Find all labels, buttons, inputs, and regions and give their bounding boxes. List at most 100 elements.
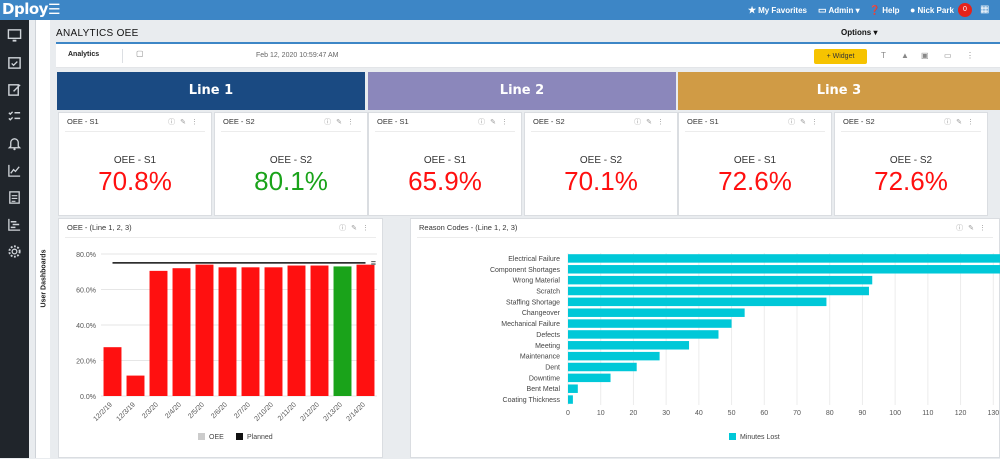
edit-icon[interactable]: ✎ — [800, 119, 811, 126]
card-actions[interactable]: ⓘ✎⋮ — [324, 117, 359, 127]
more-options-icon[interactable]: ⋮ — [657, 119, 669, 126]
oee-bar[interactable] — [264, 267, 283, 396]
edit-icon[interactable]: ✎ — [968, 225, 979, 232]
edit-icon[interactable] — [5, 80, 24, 100]
line-chart-icon[interactable] — [5, 161, 24, 181]
info-icon[interactable]: ⓘ — [324, 119, 337, 126]
x-tick-label: 10 — [597, 410, 605, 417]
gantt-icon[interactable] — [5, 215, 24, 235]
x-tick-label: 130 — [987, 410, 999, 417]
minutes-lost-bar[interactable] — [568, 362, 637, 372]
notification-badge[interactable]: 0 — [958, 3, 972, 17]
image-icon[interactable]: ▣ — [921, 51, 929, 60]
more-options-icon[interactable]: ⋮ — [191, 119, 203, 126]
y-category-label: Defects — [536, 332, 560, 339]
info-icon[interactable]: ⓘ — [944, 119, 957, 126]
more-options-icon[interactable]: ⋮ — [811, 119, 823, 126]
more-options-icon[interactable]: ⋮ — [347, 119, 359, 126]
oee-bar[interactable] — [356, 264, 375, 396]
more-options-icon[interactable]: ⋮ — [966, 51, 974, 60]
card-actions[interactable]: ⓘ✎⋮ — [168, 117, 203, 127]
options-menu[interactable]: Options ▾ — [841, 28, 877, 37]
more-options-icon[interactable]: ⋮ — [967, 119, 979, 126]
oee-bar[interactable] — [172, 268, 191, 396]
minutes-lost-bar[interactable] — [568, 395, 573, 404]
more-options-icon[interactable]: ⋮ — [501, 119, 513, 126]
card-actions[interactable]: ⓘ✎⋮ — [478, 117, 513, 127]
y-tick-label: 60.0% — [76, 288, 96, 295]
display-icon[interactable]: ▭ — [944, 51, 952, 60]
edit-icon[interactable]: ✎ — [351, 225, 362, 232]
calendar-check-icon[interactable] — [5, 53, 24, 73]
edit-icon[interactable]: ✎ — [180, 119, 191, 126]
more-options-icon[interactable]: ⋮ — [979, 225, 991, 232]
info-icon[interactable]: ⓘ — [168, 119, 181, 126]
info-icon[interactable]: ⓘ — [478, 119, 491, 126]
oee-bar[interactable] — [241, 267, 260, 396]
legend-label-oee[interactable]: OEE — [209, 434, 224, 441]
apps-grid-icon[interactable]: ▦ — [980, 4, 990, 15]
minutes-lost-bar[interactable] — [568, 341, 690, 350]
card-actions[interactable]: ⓘ✎⋮ — [788, 117, 823, 127]
kpi-value: 65.9% — [408, 166, 482, 196]
admin-menu[interactable]: ▭ Admin ▾ — [818, 0, 860, 20]
minutes-lost-bar[interactable] — [568, 297, 827, 307]
minutes-lost-bar[interactable] — [568, 265, 1000, 274]
info-icon[interactable]: ⓘ — [339, 225, 352, 232]
tab-analytics[interactable]: Analytics — [68, 51, 100, 58]
legend-label-planned[interactable]: Planned — [247, 434, 273, 441]
edit-icon[interactable]: ✎ — [490, 119, 501, 126]
oee-bar[interactable] — [333, 266, 352, 396]
minutes-lost-bar[interactable] — [568, 308, 745, 317]
oee-bar[interactable] — [287, 265, 306, 396]
bell-icon[interactable] — [5, 134, 24, 154]
card-actions[interactable]: ⓘ✎⋮ — [944, 117, 979, 127]
minutes-lost-bar[interactable] — [568, 330, 719, 339]
reason-codes-card: Reason Codes - (Line 1, 2, 3) ⓘ✎⋮ 0 10 20 3… — [410, 218, 1000, 458]
minutes-lost-bar[interactable] — [568, 373, 611, 383]
user-name: Nick Park — [917, 6, 954, 15]
oee-bar[interactable] — [149, 270, 168, 396]
info-icon[interactable]: ⓘ — [956, 225, 969, 232]
dploy-logo[interactable]: Dploy — [2, 0, 48, 18]
edit-icon[interactable]: ✎ — [956, 119, 967, 126]
minutes-lost-bar[interactable] — [568, 286, 869, 296]
checklist-icon[interactable] — [5, 107, 24, 127]
text-icon[interactable]: T — [881, 51, 886, 60]
edit-icon[interactable]: ✎ — [646, 119, 657, 126]
gear-icon[interactable] — [5, 242, 24, 262]
top-navigation-bar: Dploy ☰ ★ My Favorites ▭ Admin ▾ ❓ Help ● Ni… — [0, 0, 1000, 20]
edit-icon[interactable]: ✎ — [336, 119, 347, 126]
card-divider — [841, 131, 981, 132]
user-dashboards-tab[interactable]: User Dashboards — [35, 20, 50, 458]
question-circle-icon: ❓ — [869, 5, 881, 15]
card-actions[interactable]: ⓘ✎⋮ — [339, 223, 374, 233]
oee-bar[interactable] — [195, 264, 214, 396]
paint-icon[interactable]: ▲ — [901, 51, 909, 60]
oee-bar[interactable] — [103, 347, 122, 396]
hamburger-menu-icon[interactable]: ☰ — [48, 1, 61, 17]
info-icon[interactable]: ⓘ — [634, 119, 647, 126]
minutes-lost-bar[interactable] — [568, 384, 578, 393]
chart-menu-icon[interactable]: ≡ — [371, 258, 376, 268]
my-favorites-link[interactable]: ★ My Favorites — [748, 0, 807, 20]
card-actions[interactable]: ⓘ✎⋮ — [634, 117, 669, 127]
user-menu[interactable]: ● Nick Park — [910, 0, 954, 20]
oee-bar[interactable] — [310, 265, 329, 396]
help-link[interactable]: ❓ Help — [869, 0, 900, 20]
oee-bar[interactable] — [218, 267, 237, 396]
info-icon[interactable]: ⓘ — [788, 119, 801, 126]
oee-bar[interactable] — [126, 375, 145, 396]
minutes-lost-bar[interactable] — [568, 254, 1000, 263]
more-options-icon[interactable]: ⋮ — [362, 225, 374, 232]
document-icon[interactable] — [5, 188, 24, 208]
minutes-lost-bar[interactable] — [568, 275, 873, 285]
minutes-lost-bar[interactable] — [568, 351, 660, 361]
legend-label-minutes-lost[interactable]: Minutes Lost — [740, 434, 780, 441]
card-actions[interactable]: ⓘ✎⋮ — [956, 223, 991, 233]
minutes-lost-bar[interactable] — [568, 319, 732, 328]
add-widget-button[interactable]: + Widget — [814, 49, 867, 64]
monitor-icon[interactable] — [5, 26, 24, 46]
cube-icon[interactable]: ▢ — [136, 49, 144, 58]
my-favorites-label: My Favorites — [758, 6, 807, 15]
